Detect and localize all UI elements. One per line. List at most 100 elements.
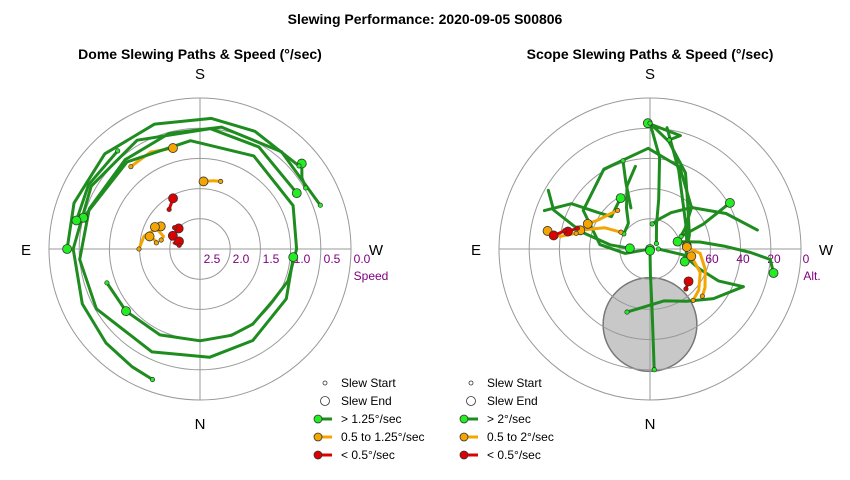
legend-end-symbol [466, 396, 476, 406]
scope-radial-axis-label: Alt. [803, 269, 820, 283]
scope-cardinal-right: W [819, 242, 834, 259]
slew-start-marker [620, 158, 626, 164]
slew-start-marker [218, 178, 224, 184]
dome-radial-tick: 1.0 [294, 252, 311, 266]
slew-start-marker [303, 185, 309, 191]
legend-end-symbol [320, 396, 330, 406]
slew-path-fast [648, 249, 656, 372]
dome-legend-label: < 0.5°/sec [341, 448, 395, 462]
slew-start-marker [296, 163, 302, 169]
scope-slew-markers [542, 118, 779, 373]
legend-marker-medium [313, 432, 323, 442]
dome-legend: Slew Start Slew End > 1.25°/sec 0.5 to 1… [313, 376, 425, 462]
scope-legend-label: > 2°/sec [487, 412, 531, 426]
slew-path-fast [665, 126, 689, 248]
dome-chart-title: Dome Slewing Paths & Speed (°/sec) [78, 46, 322, 62]
slew-path-medium [685, 245, 707, 298]
scope-radial-tick: 60 [705, 252, 719, 266]
slew-start-marker [317, 202, 323, 208]
scope-legend: Slew Start Slew End > 2°/sec 0.5 to 2°/s… [459, 376, 554, 462]
slew-path-fast [74, 149, 120, 222]
slew-start-marker [128, 164, 134, 170]
slew-start-marker [690, 297, 696, 303]
slew-start-marker [653, 241, 659, 247]
slew-start-marker [158, 237, 164, 243]
dome-cardinal-right: W [369, 242, 384, 259]
scope-legend-label: 0.5 to 2°/sec [487, 430, 554, 444]
slew-end-marker [686, 251, 697, 262]
scope-cardinal-bottom: N [645, 416, 656, 433]
scope-cardinal-top: S [645, 66, 655, 83]
slew-path-fast [81, 139, 299, 343]
slew-path-fast [676, 240, 775, 275]
slew-end-marker [168, 193, 178, 204]
scope-panel: Scope Slewing Paths & Speed (°/sec) S N … [459, 46, 834, 462]
dome-legend-label: Slew End [341, 394, 392, 408]
slew-start-marker [624, 309, 630, 315]
slew-start-marker [678, 233, 684, 239]
scope-radial-tick-labels: 60 40 20 0 [705, 252, 809, 266]
dome-legend-label: 0.5 to 1.25°/sec [341, 430, 425, 444]
scope-cardinal-left: E [471, 242, 481, 259]
dome-radial-tick: 1.5 [263, 252, 280, 266]
slew-end-marker [198, 176, 209, 187]
dome-cardinal-top: S [195, 66, 205, 83]
slew-start-marker [647, 120, 653, 126]
slew-end-marker [62, 244, 73, 254]
dome-polar-grid [48, 97, 352, 401]
dome-legend-label: > 1.25°/sec [341, 412, 402, 426]
scope-legend-label: < 0.5°/sec [487, 448, 541, 462]
slew-path-medium [578, 226, 623, 234]
slew-path-medium [586, 208, 620, 226]
slew-start-marker [574, 225, 580, 231]
slew-path-fast [65, 116, 301, 251]
slew-end-marker [615, 193, 626, 204]
slew-end-marker [681, 242, 692, 252]
slew-end-marker [624, 243, 635, 254]
dome-radial-tick-labels: 2.5 2.0 1.5 1.0 0.5 0.0 [204, 252, 371, 266]
dome-cardinal-bottom: N [195, 416, 206, 433]
dome-slew-markers [62, 143, 323, 383]
slew-end-marker [683, 276, 694, 287]
slew-start-marker [573, 230, 579, 236]
figure-title: Slewing Performance: 2020-09-05 S00806 [288, 11, 563, 27]
legend-marker-fast [459, 414, 469, 424]
slew-end-marker [121, 306, 131, 317]
slew-path-fast [622, 164, 637, 236]
slew-end-marker [582, 218, 593, 229]
slew-path-fast [621, 159, 633, 210]
slew-end-marker [150, 222, 160, 232]
slew-start-marker [176, 242, 182, 248]
slew-end-marker [288, 252, 299, 263]
slew-end-marker [725, 197, 735, 208]
legend-marker-slow [313, 450, 323, 460]
dome-legend-label: Slew Start [341, 376, 396, 390]
slew-end-marker [679, 256, 690, 267]
slew-end-marker [672, 236, 683, 247]
scope-chart-title: Scope Slewing Paths & Speed (°/sec) [527, 46, 774, 62]
legend-marker-slow [459, 450, 469, 460]
legend-marker-fast [313, 414, 323, 424]
slew-path-fast [646, 121, 682, 142]
scope-radial-tick: 40 [736, 252, 750, 266]
dome-radial-tick: 0.0 [354, 252, 371, 266]
slew-start-marker [655, 246, 661, 252]
slew-path-fast [581, 146, 693, 255]
slew-start-marker [666, 137, 672, 143]
slew-start-marker [104, 280, 110, 286]
scope-legend-label: Slew End [487, 394, 538, 408]
dome-legend-symbols [313, 380, 332, 460]
slew-start-marker [649, 221, 655, 227]
slew-end-marker [144, 231, 155, 242]
slew-path-medium [689, 254, 702, 302]
dome-radial-tick: 2.5 [204, 252, 221, 266]
slew-start-marker [683, 286, 689, 292]
slew-path-fast [679, 201, 732, 238]
slew-start-marker [651, 367, 657, 373]
dome-cardinal-left: E [21, 242, 31, 259]
slew-path-fast [648, 121, 662, 246]
slew-end-marker [168, 143, 178, 153]
slew-end-marker [548, 230, 559, 241]
legend-start-symbol [322, 380, 328, 386]
